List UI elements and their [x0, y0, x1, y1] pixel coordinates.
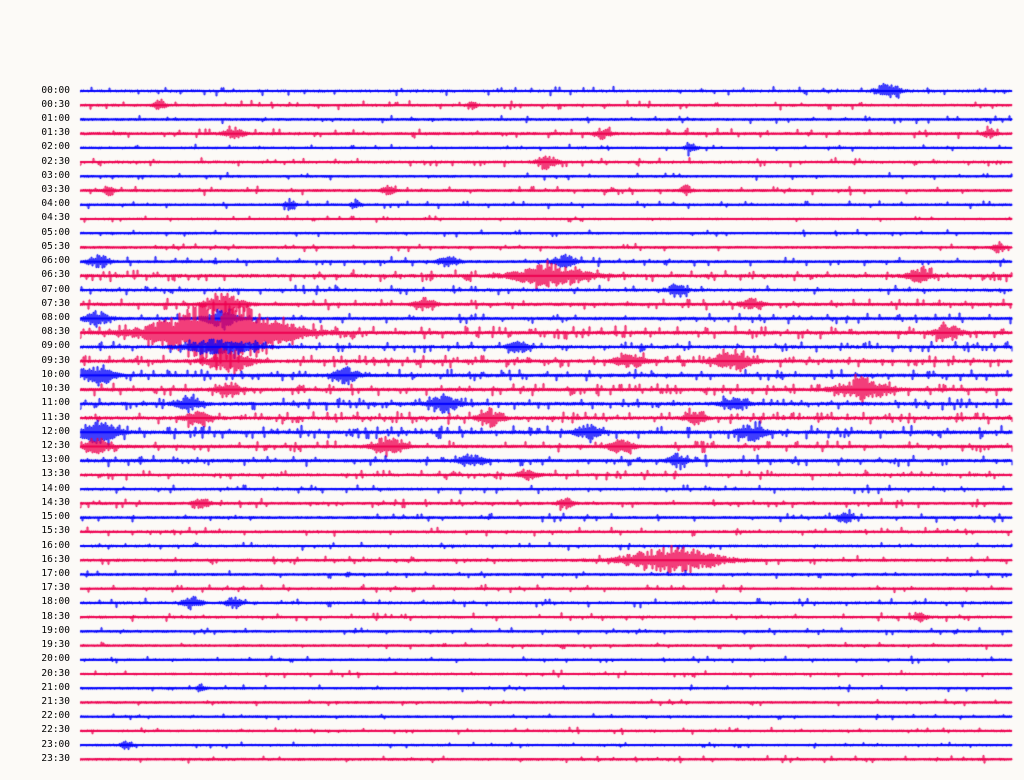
seismogram-canvas — [0, 0, 1024, 780]
helicorder-page: HA Acrocorinthos Applied filter: WWSSN-S… — [0, 0, 1024, 780]
